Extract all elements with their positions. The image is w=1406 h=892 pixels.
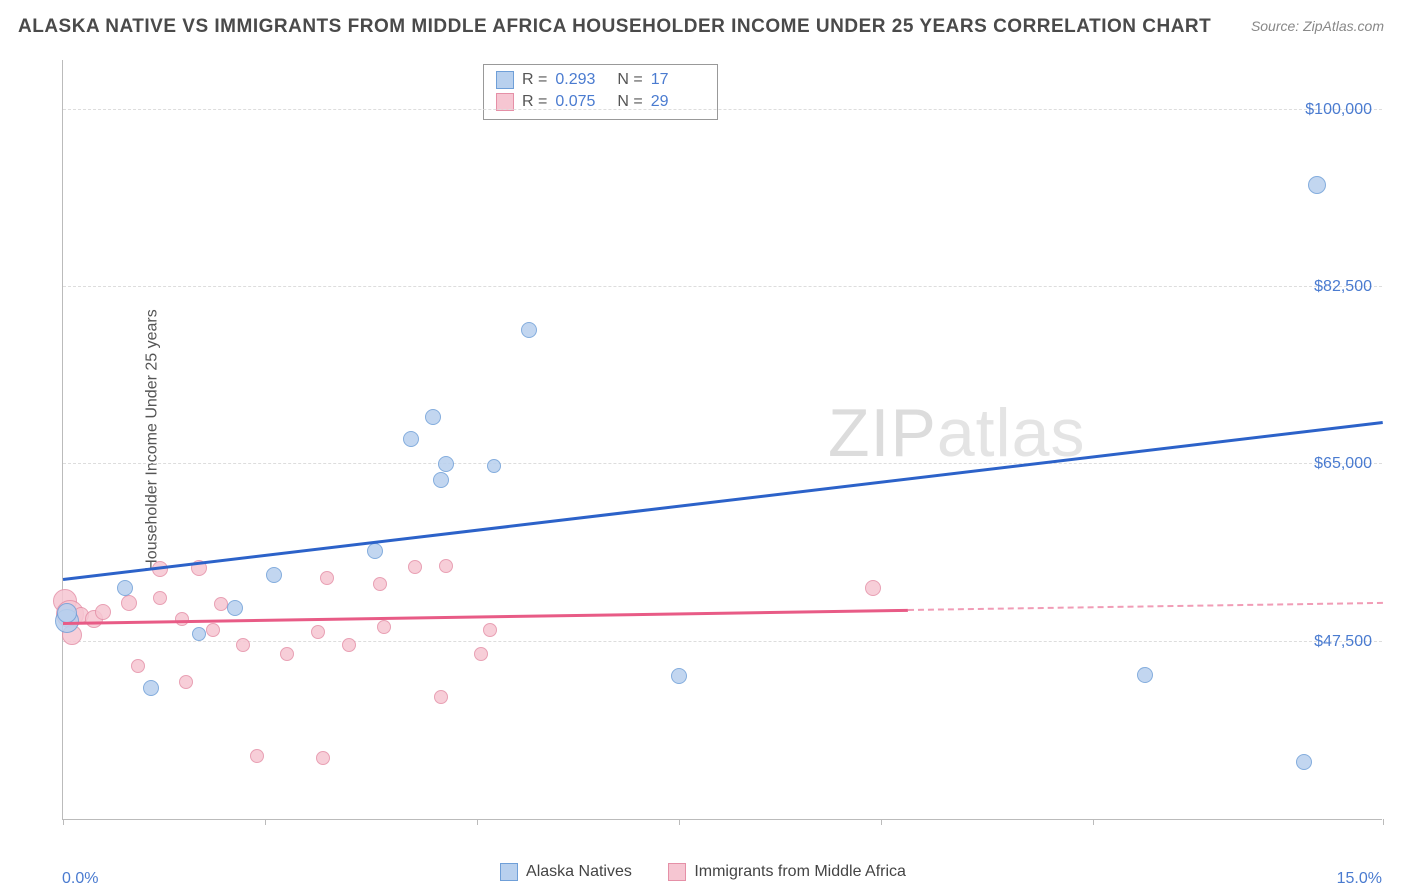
series-a-point (57, 603, 77, 623)
n-value-a: 17 (651, 69, 705, 91)
x-tick-min: 0.0% (62, 870, 98, 888)
x-tick-mark (1093, 819, 1094, 825)
y-tick-label: $82,500 (1314, 278, 1372, 296)
series-a-point (438, 456, 454, 472)
series-a-point (1308, 176, 1326, 194)
series-b-point (236, 638, 250, 652)
chart-container: Householder Income Under 25 years ZIPatl… (50, 60, 1390, 820)
series-b-point (316, 751, 330, 765)
trend-line-a (63, 421, 1383, 581)
series-b-point (439, 559, 453, 573)
y-tick-label: $65,000 (1314, 455, 1372, 473)
n-value-b: 29 (651, 91, 705, 113)
n-label: N = (617, 69, 642, 91)
plot-area: ZIPatlas R = 0.293 N = 17 R = 0.075 N = … (62, 60, 1382, 820)
legend-swatch-a (500, 863, 518, 881)
y-tick-label: $100,000 (1305, 101, 1372, 119)
gridline (63, 109, 1382, 110)
trend-line-b (63, 609, 908, 625)
series-b-point (95, 604, 111, 620)
series-a-point (521, 322, 537, 338)
series-a-point (1296, 754, 1312, 770)
gridline (63, 641, 1382, 642)
series-a-point (143, 680, 159, 696)
series-b-point (474, 647, 488, 661)
series-b-point (377, 620, 391, 634)
x-tick-mark (477, 819, 478, 825)
series-a-point (425, 409, 441, 425)
series-b-point (250, 749, 264, 763)
chart-title: ALASKA NATIVE VS IMMIGRANTS FROM MIDDLE … (18, 16, 1211, 38)
source-attribution: Source: ZipAtlas.com (1251, 18, 1384, 34)
series-b-point (206, 623, 220, 637)
legend-swatch-a (496, 71, 514, 89)
r-label: R = (522, 69, 547, 91)
series-b-point (342, 638, 356, 652)
series-a-point (227, 600, 243, 616)
x-tick-mark (63, 819, 64, 825)
x-tick-mark (881, 819, 882, 825)
x-tick-mark (679, 819, 680, 825)
series-legend: Alaska Natives Immigrants from Middle Af… (0, 863, 1406, 886)
r-label: R = (522, 91, 547, 113)
series-b-point (373, 577, 387, 591)
series-b-point (320, 571, 334, 585)
correlation-legend: R = 0.293 N = 17 R = 0.075 N = 29 (483, 64, 718, 120)
series-b-point (408, 560, 422, 574)
legend-swatch-b (668, 863, 686, 881)
r-value-a: 0.293 (555, 69, 609, 91)
series-b-point (311, 625, 325, 639)
series-b-point (131, 659, 145, 673)
series-b-point (179, 675, 193, 689)
series-a-point (117, 580, 133, 596)
series-b-point (280, 647, 294, 661)
x-tick-max: 15.0% (1337, 870, 1382, 888)
x-tick-mark (1383, 819, 1384, 825)
series-a-point (367, 543, 383, 559)
n-label: N = (617, 91, 642, 113)
series-b-point (483, 623, 497, 637)
x-tick-mark (265, 819, 266, 825)
series-a-point (671, 668, 687, 684)
series-a-name: Alaska Natives (526, 863, 632, 881)
series-a-point (266, 567, 282, 583)
series-b-point (121, 595, 137, 611)
series-b-point (865, 580, 881, 596)
series-a-point (433, 472, 449, 488)
series-a-point (192, 627, 206, 641)
gridline (63, 463, 1382, 464)
trend-line-b-dash (908, 602, 1383, 611)
series-a-point (487, 459, 501, 473)
gridline (63, 286, 1382, 287)
series-b-point (153, 591, 167, 605)
r-value-b: 0.075 (555, 91, 609, 113)
series-a-point (1137, 667, 1153, 683)
y-tick-label: $47,500 (1314, 633, 1372, 651)
series-a-point (403, 431, 419, 447)
series-b-name: Immigrants from Middle Africa (694, 863, 906, 881)
series-b-point (434, 690, 448, 704)
